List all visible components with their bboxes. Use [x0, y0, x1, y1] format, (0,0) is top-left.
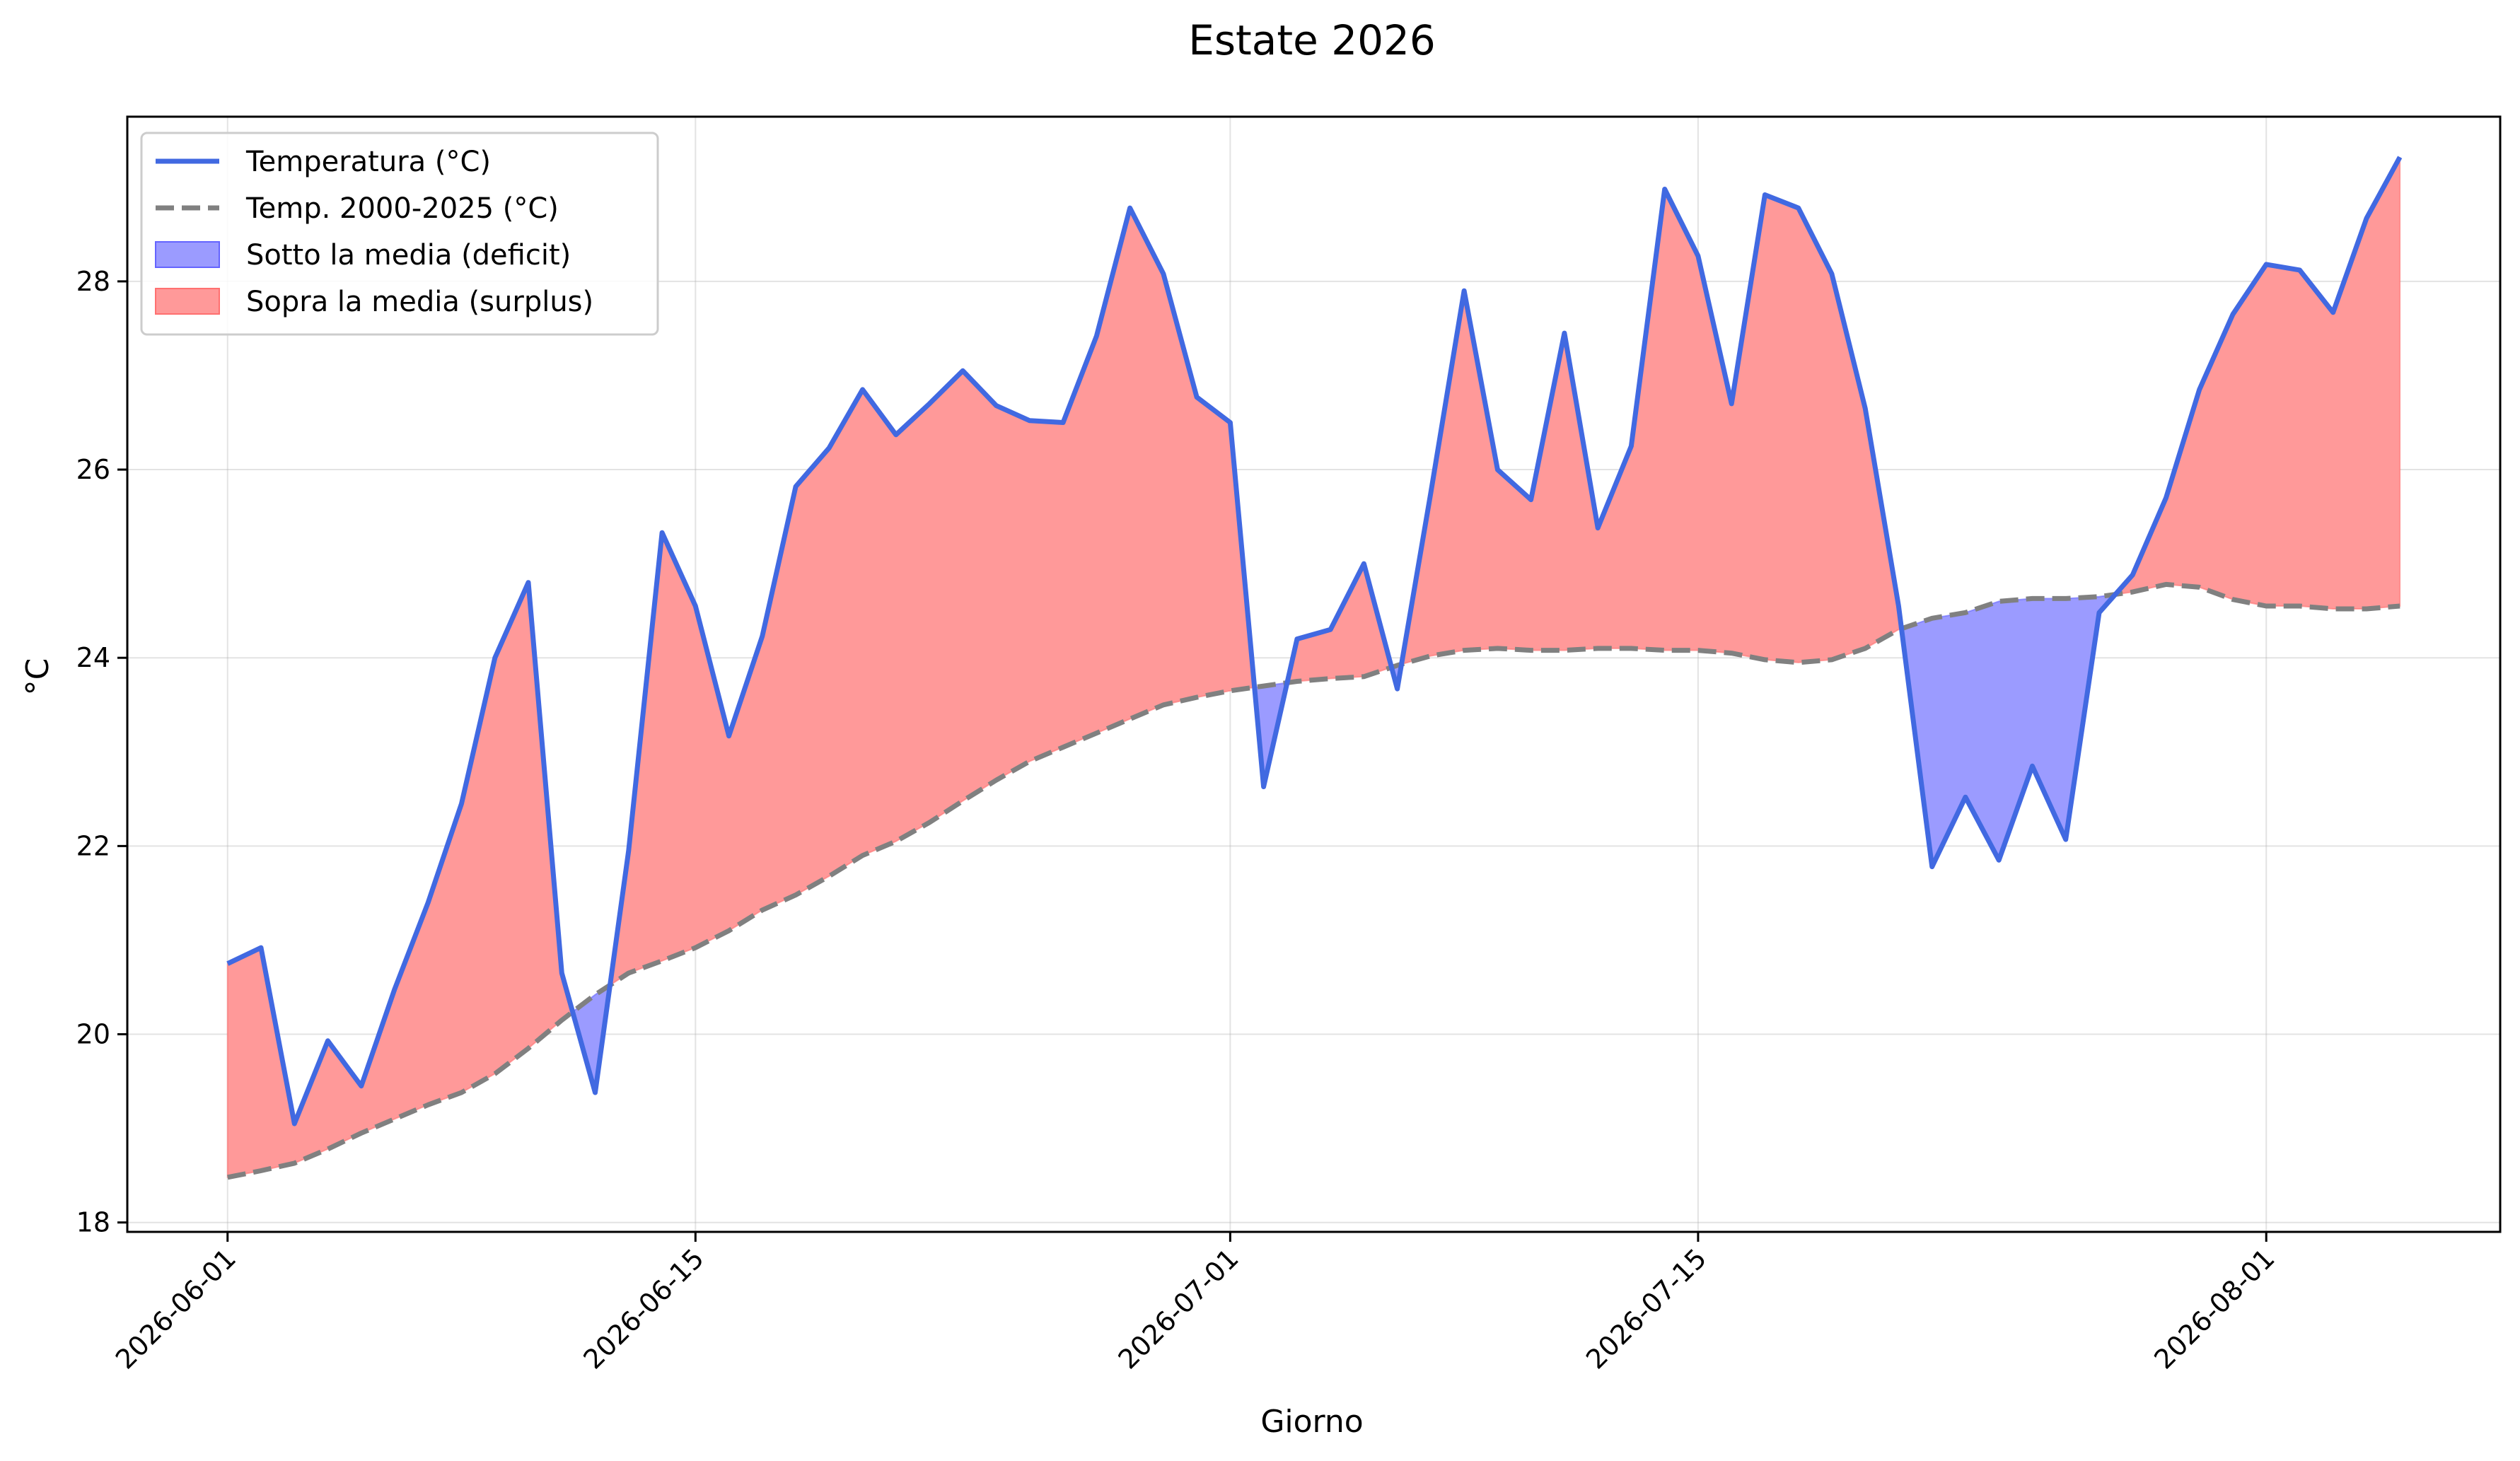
legend-entry-surplus: Sopra la media (surplus) — [246, 286, 593, 318]
series-line-mean — [227, 581, 2400, 1180]
x-tick-label: 2026-07-01 — [1112, 1242, 1244, 1375]
legend-entry-deficit: Sotto la media (deficit) — [246, 239, 571, 272]
legend-box — [140, 132, 659, 336]
y-tick-label: 18 — [76, 1207, 110, 1238]
y-tick-label: 22 — [76, 830, 110, 861]
legend-entry-temperature: Temperatura (°C) — [245, 146, 491, 178]
x-tick-label: 2026-07-15 — [1580, 1242, 1712, 1375]
y-tick-label: 24 — [76, 642, 110, 673]
x-tick-label: 2026-06-15 — [577, 1242, 709, 1375]
y-axis-label: °C — [20, 658, 56, 696]
x-tick-label: 2026-08-01 — [2148, 1242, 2280, 1375]
legend-entry-mean: Temp. 2000-2025 (°C) — [245, 192, 559, 225]
plot-area: 18 20 22 24 26 28 2026-06-01 2026-06-15 2026-07-… — [76, 115, 2502, 1375]
x-tick-label: 2026-06-01 — [110, 1242, 242, 1375]
y-tick-label: 20 — [76, 1019, 110, 1050]
legend-entry-deficit-swatch — [155, 241, 220, 268]
legend-entry-surplus-swatch — [155, 288, 220, 315]
chart-title: Estate 2026 — [1188, 16, 1436, 64]
legend: Temperatura (°C) Temp. 2000-2025 (°C) Sott… — [140, 132, 659, 336]
x-axis-label: Giorno — [1260, 1404, 1363, 1440]
plot-frame — [126, 115, 2502, 1233]
series-line-temperature — [226, 156, 2403, 1127]
y-tick-label: 28 — [76, 266, 110, 297]
y-tick-label: 26 — [76, 454, 110, 485]
